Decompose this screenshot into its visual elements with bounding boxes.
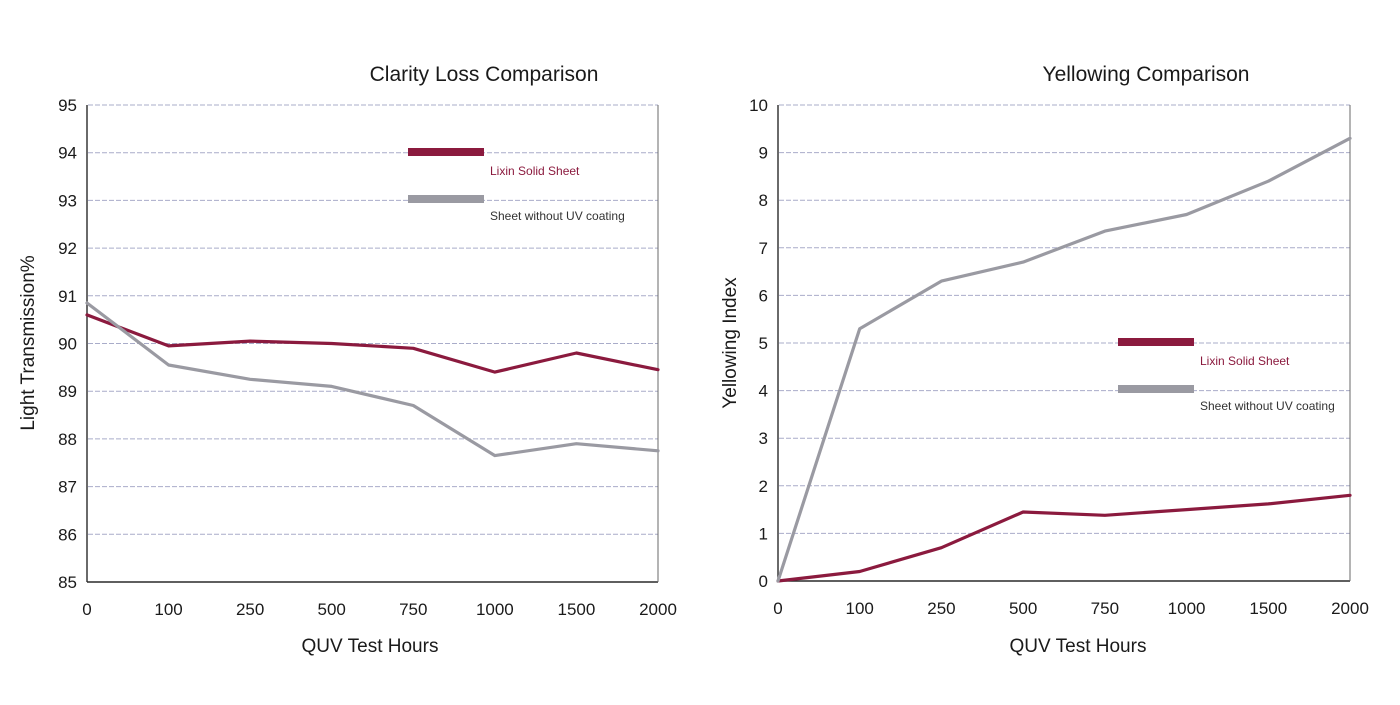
y-tick-label: 85 xyxy=(58,573,77,592)
y-tick-label: 10 xyxy=(749,96,768,115)
x-tick-label: 1000 xyxy=(1168,599,1206,618)
y-tick-label: 3 xyxy=(759,429,768,448)
y-axis-title: Yellowing Index xyxy=(720,277,741,409)
x-tick-label: 1000 xyxy=(476,600,514,619)
y-tick-label: 91 xyxy=(58,287,77,306)
x-tick-label: 500 xyxy=(318,600,346,619)
legend-label: Lixin Solid Sheet xyxy=(490,164,580,178)
series-line-no-uv xyxy=(85,301,660,458)
x-tick-label: 1500 xyxy=(1249,599,1287,618)
chart-title: Yellowing Comparison xyxy=(1042,63,1249,86)
y-tick-label: 94 xyxy=(58,144,77,163)
legend-label: Sheet without UV coating xyxy=(1200,399,1335,413)
y-tick-label: 0 xyxy=(759,572,768,591)
series-line-lixin xyxy=(776,493,1352,583)
x-tick-label: 0 xyxy=(773,599,782,618)
x-tick-label: 100 xyxy=(846,599,874,618)
y-tick-label: 2 xyxy=(759,477,768,496)
y-tick-label: 4 xyxy=(759,382,768,401)
series-line-lixin xyxy=(85,313,660,374)
legend-label: Lixin Solid Sheet xyxy=(1200,354,1290,368)
y-tick-label: 9 xyxy=(759,144,768,163)
y-tick-label: 6 xyxy=(759,286,768,305)
chart-1: 85 86 87 88 89 90 91 92 93 94 95 0 100 250 500 750 1000 1… xyxy=(18,63,677,657)
x-axis-title: QUV Test Hours xyxy=(302,636,439,657)
legend: Lixin Solid Sheet Sheet without UV coatin… xyxy=(1118,338,1335,413)
x-tick-label: 0 xyxy=(82,600,91,619)
x-tick-label: 2000 xyxy=(639,600,677,619)
y-tick-label: 87 xyxy=(58,478,77,497)
legend-swatch xyxy=(408,148,484,156)
x-tick-label: 1500 xyxy=(558,600,596,619)
legend: Lixin Solid Sheet Sheet without UV coatin… xyxy=(408,148,625,223)
y-tick-label: 93 xyxy=(58,191,77,210)
series-line-no-uv xyxy=(776,136,1352,583)
y-tick-label: 92 xyxy=(58,239,77,258)
y-tick-label: 1 xyxy=(759,524,768,543)
legend-swatch xyxy=(1118,385,1194,393)
y-tick-label: 90 xyxy=(58,335,77,354)
legend-label: Sheet without UV coating xyxy=(490,209,625,223)
legend-swatch xyxy=(1118,338,1194,346)
chart-title: Clarity Loss Comparison xyxy=(370,63,599,86)
y-tick-label: 7 xyxy=(759,239,768,258)
x-tick-label: 2000 xyxy=(1331,599,1369,618)
x-tick-label: 100 xyxy=(154,600,182,619)
y-tick-label: 8 xyxy=(759,191,768,210)
legend-swatch xyxy=(408,195,484,203)
x-axis-title: QUV Test Hours xyxy=(1010,636,1147,657)
y-tick-label: 88 xyxy=(58,430,77,449)
x-tick-label: 250 xyxy=(927,599,955,618)
y-tick-label: 89 xyxy=(58,382,77,401)
x-tick-label: 750 xyxy=(1091,599,1119,618)
y-tick-label: 95 xyxy=(58,96,77,115)
y-tick-label: 5 xyxy=(759,334,768,353)
x-tick-label: 250 xyxy=(236,600,264,619)
y-axis-title: Light Transmission% xyxy=(18,255,39,430)
x-tick-label: 500 xyxy=(1009,599,1037,618)
x-tick-label: 750 xyxy=(399,600,427,619)
y-tick-label: 86 xyxy=(58,525,77,544)
